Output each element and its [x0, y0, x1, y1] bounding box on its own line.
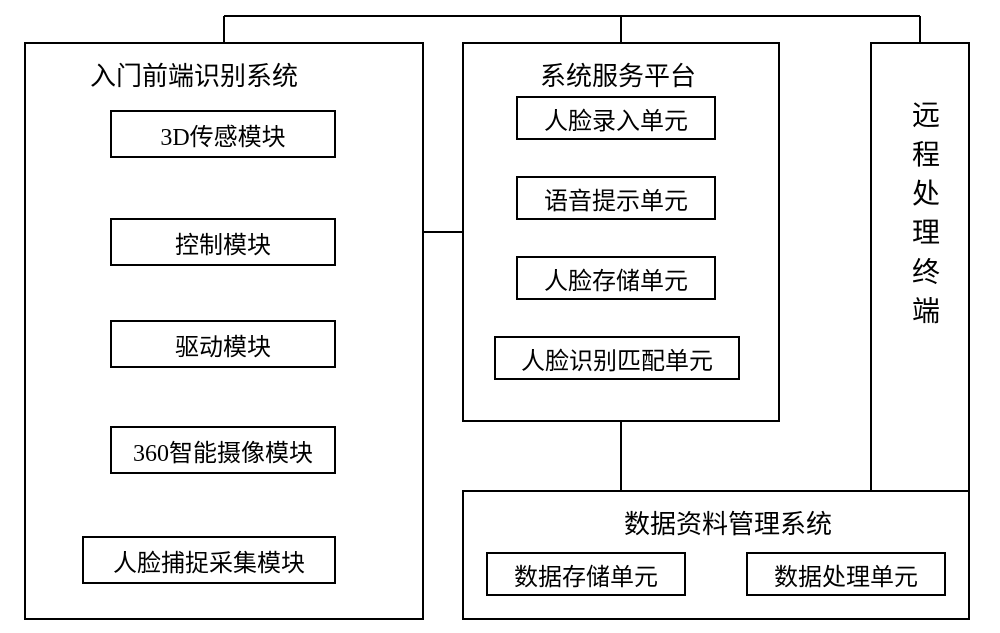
node-label: 人脸捕捉采集模块 [113, 543, 305, 578]
node-n_facestore: 人脸存储单元 [516, 256, 716, 300]
diagram-canvas: 入门前端识别系统 系统服务平台远程处理终端数据资料管理系统 3D传感模块控制模块驱动… [0, 0, 1000, 633]
node-label: 人脸存储单元 [544, 261, 688, 296]
node-n_voice: 语音提示单元 [516, 176, 716, 220]
node-label: 数据处理单元 [774, 557, 918, 592]
node-label: 控制模块 [175, 225, 271, 260]
container-title-c_remote: 远程处理终端 [903, 100, 943, 343]
node-n_match: 人脸识别匹配单元 [494, 336, 740, 380]
container-title-c_platform: 系统服务平台 [540, 56, 696, 93]
node-n_cam: 360智能摄像模块 [110, 426, 336, 474]
node-label: 驱动模块 [175, 327, 271, 362]
node-n_capture: 人脸捕捉采集模块 [82, 536, 336, 584]
node-label: 人脸识别匹配单元 [521, 341, 713, 376]
node-n_3d: 3D传感模块 [110, 110, 336, 158]
node-n_drive: 驱动模块 [110, 320, 336, 368]
node-n_face_in: 人脸录入单元 [516, 96, 716, 140]
node-label: 人脸录入单元 [544, 101, 688, 136]
node-label: 语音提示单元 [544, 181, 688, 216]
node-n_ctrl: 控制模块 [110, 218, 336, 266]
node-label: 数据存储单元 [514, 557, 658, 592]
node-label: 360智能摄像模块 [133, 433, 313, 468]
node-label: 3D传感模块 [160, 117, 285, 152]
container-title-c_left: 入门前端识别系统 [90, 56, 298, 93]
container-title-c_data: 数据资料管理系统 [624, 504, 832, 541]
node-n_dataproc: 数据处理单元 [746, 552, 946, 596]
node-n_datastore: 数据存储单元 [486, 552, 686, 596]
